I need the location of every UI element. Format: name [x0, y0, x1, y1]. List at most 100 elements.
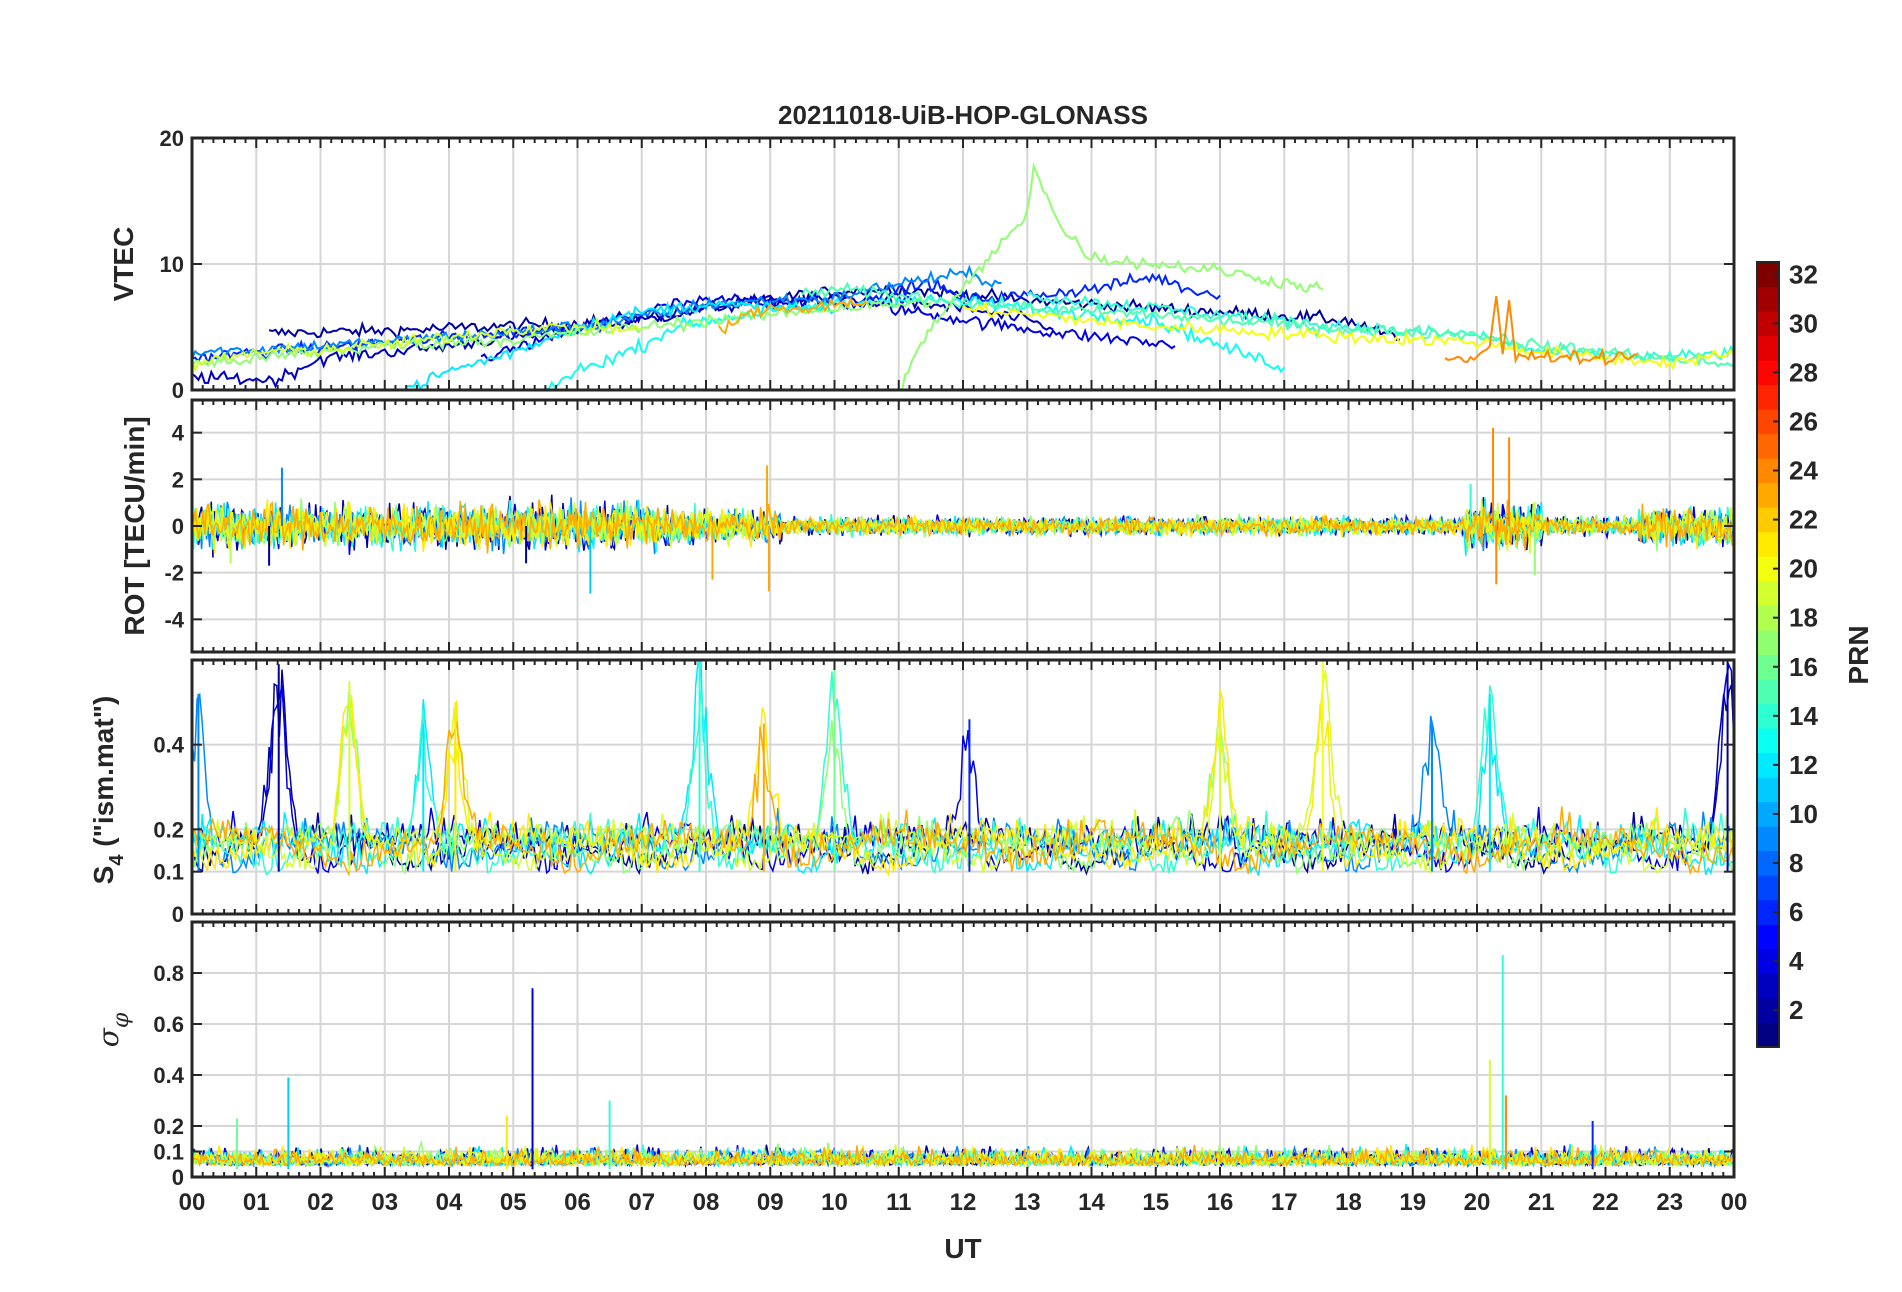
colorbar-tick-label: 18: [1789, 603, 1818, 633]
x-tick-label: 03: [371, 1189, 398, 1216]
y-tick-label: 0: [172, 902, 184, 927]
colorbar-segment: [1757, 580, 1779, 606]
colorbar-segment: [1757, 777, 1779, 803]
x-tick-label: 08: [693, 1189, 720, 1216]
svg-text:S4 ("ism.mat"): S4 ("ism.mat"): [88, 696, 128, 885]
x-tick-label: 00: [1721, 1189, 1748, 1216]
data-traces: [192, 161, 1734, 1170]
colorbar-segment: [1757, 629, 1779, 655]
y-tick-label: -4: [164, 607, 184, 632]
colorbar-tick-label: 24: [1789, 456, 1818, 486]
colorbar-segment: [1757, 335, 1779, 361]
colorbar-tick-label: 32: [1789, 259, 1818, 289]
s4-trace: [192, 689, 1734, 877]
colorbar-segment: [1757, 703, 1779, 729]
y-tick-label: -2: [164, 561, 184, 586]
s4-trace: [192, 662, 1734, 875]
x-tick-label: 21: [1528, 1189, 1555, 1216]
y-label-sigma-phi: σφ: [92, 1012, 134, 1047]
tick-labels: 01020-4-202400.10.20.400.10.20.40.60.800…: [153, 126, 1747, 1216]
vtec-trace: [801, 281, 1734, 368]
x-tick-label: 09: [757, 1189, 784, 1216]
x-tick-label: 14: [1078, 1189, 1105, 1216]
colorbar-segment: [1757, 948, 1779, 974]
chart-title: 20211018-UiB-HOP-GLONASS: [778, 100, 1148, 130]
y-tick-label: 2: [172, 467, 184, 492]
s4-panel-traces: [192, 660, 1734, 877]
colorbar-tick-label: 12: [1789, 750, 1818, 780]
y-tick-label: 0: [172, 378, 184, 403]
x-axis-label: UT: [944, 1233, 981, 1264]
s4-trace: [192, 670, 1734, 874]
colorbar-segment: [1757, 654, 1779, 680]
colorbar-label: PRN: [1843, 625, 1874, 684]
vtec-trace: [545, 293, 1286, 390]
s4-trace: [192, 669, 1734, 876]
colorbar-frame: [1756, 261, 1780, 1048]
s4-trace: [192, 721, 1734, 877]
colorbar-segment: [1757, 899, 1779, 925]
y-tick-label: 0.6: [153, 1012, 184, 1037]
colorbar-segment: [1757, 360, 1779, 386]
x-tick-label: 16: [1207, 1189, 1234, 1216]
colorbar-segment: [1757, 997, 1779, 1023]
colorbar-segment: [1757, 752, 1779, 778]
y-tick-label: 0: [172, 1165, 184, 1190]
x-tick-label: 02: [307, 1189, 334, 1216]
y-tick-label: 0.1: [153, 860, 184, 885]
y-label-vtec: VTEC: [108, 227, 139, 302]
x-tick-label: 06: [564, 1189, 591, 1216]
x-tick-label: 18: [1335, 1189, 1362, 1216]
grid-lines: [192, 138, 1734, 1177]
y-tick-label: 0: [172, 514, 184, 539]
colorbar-segment: [1757, 384, 1779, 410]
x-tick-label: 01: [243, 1189, 270, 1216]
x-tick-label: 23: [1656, 1189, 1683, 1216]
colorbar-tick-label: 30: [1789, 308, 1818, 338]
y-label-rot: ROT [TECU/min]: [119, 416, 150, 635]
rot-trace: [192, 499, 1734, 554]
colorbar-tick-label: 14: [1789, 701, 1818, 731]
y-tick-label: 20: [160, 126, 184, 151]
axes-frames: [190, 136, 1736, 1179]
vtec-panel-traces: [192, 161, 1734, 390]
y-tick-label: 0.4: [153, 1063, 184, 1088]
vtec-trace: [865, 272, 1221, 304]
colorbar-tick-label: 16: [1789, 652, 1818, 682]
colorbar-tick-label: 22: [1789, 505, 1818, 535]
vtec-trace: [192, 297, 932, 370]
y-tick-label: 0.2: [153, 1114, 184, 1139]
colorbar-tick-label: 6: [1789, 897, 1803, 927]
x-tick-label: 07: [628, 1189, 655, 1216]
y-axis-labels: VTEC ROT [TECU/min] S4 ("ism.mat") σφ: [88, 227, 150, 1048]
colorbar-segment: [1757, 850, 1779, 876]
colorbar-segment: [1757, 433, 1779, 459]
x-tick-label: 20: [1464, 1189, 1491, 1216]
colorbar-segment: [1757, 924, 1779, 950]
vtec-trace: [962, 300, 1734, 371]
x-tick-label: 00: [179, 1189, 206, 1216]
vtec-trace: [717, 296, 868, 335]
vtec-trace: [404, 298, 836, 390]
colorbar-tick-label: 2: [1789, 995, 1803, 1025]
colorbar-tick-label: 4: [1789, 946, 1804, 976]
sigma-phi-trace: [192, 1144, 1733, 1169]
colorbar-segment: [1757, 286, 1779, 312]
vtec-trace: [192, 316, 642, 373]
y-tick-label: 10: [160, 252, 184, 277]
colorbar-segment: [1757, 311, 1779, 337]
x-tick-label: 15: [1142, 1189, 1169, 1216]
x-tick-label: 10: [821, 1189, 848, 1216]
y-tick-label: 0.4: [153, 733, 184, 758]
vtec-trace: [898, 161, 1324, 390]
vtec-trace: [192, 264, 1002, 359]
y-tick-label: 0.2: [153, 817, 184, 842]
sigma-phi-panel-traces: [192, 955, 1733, 1170]
colorbar-segment: [1757, 556, 1779, 582]
colorbar-segment: [1757, 482, 1779, 508]
colorbar-tick-label: 8: [1789, 848, 1803, 878]
colorbar-segment: [1757, 531, 1779, 557]
x-tick-label: 19: [1399, 1189, 1426, 1216]
colorbar-tick-label: 20: [1789, 554, 1818, 584]
y-label-s4: S4 ("ism.mat"): [88, 696, 128, 885]
